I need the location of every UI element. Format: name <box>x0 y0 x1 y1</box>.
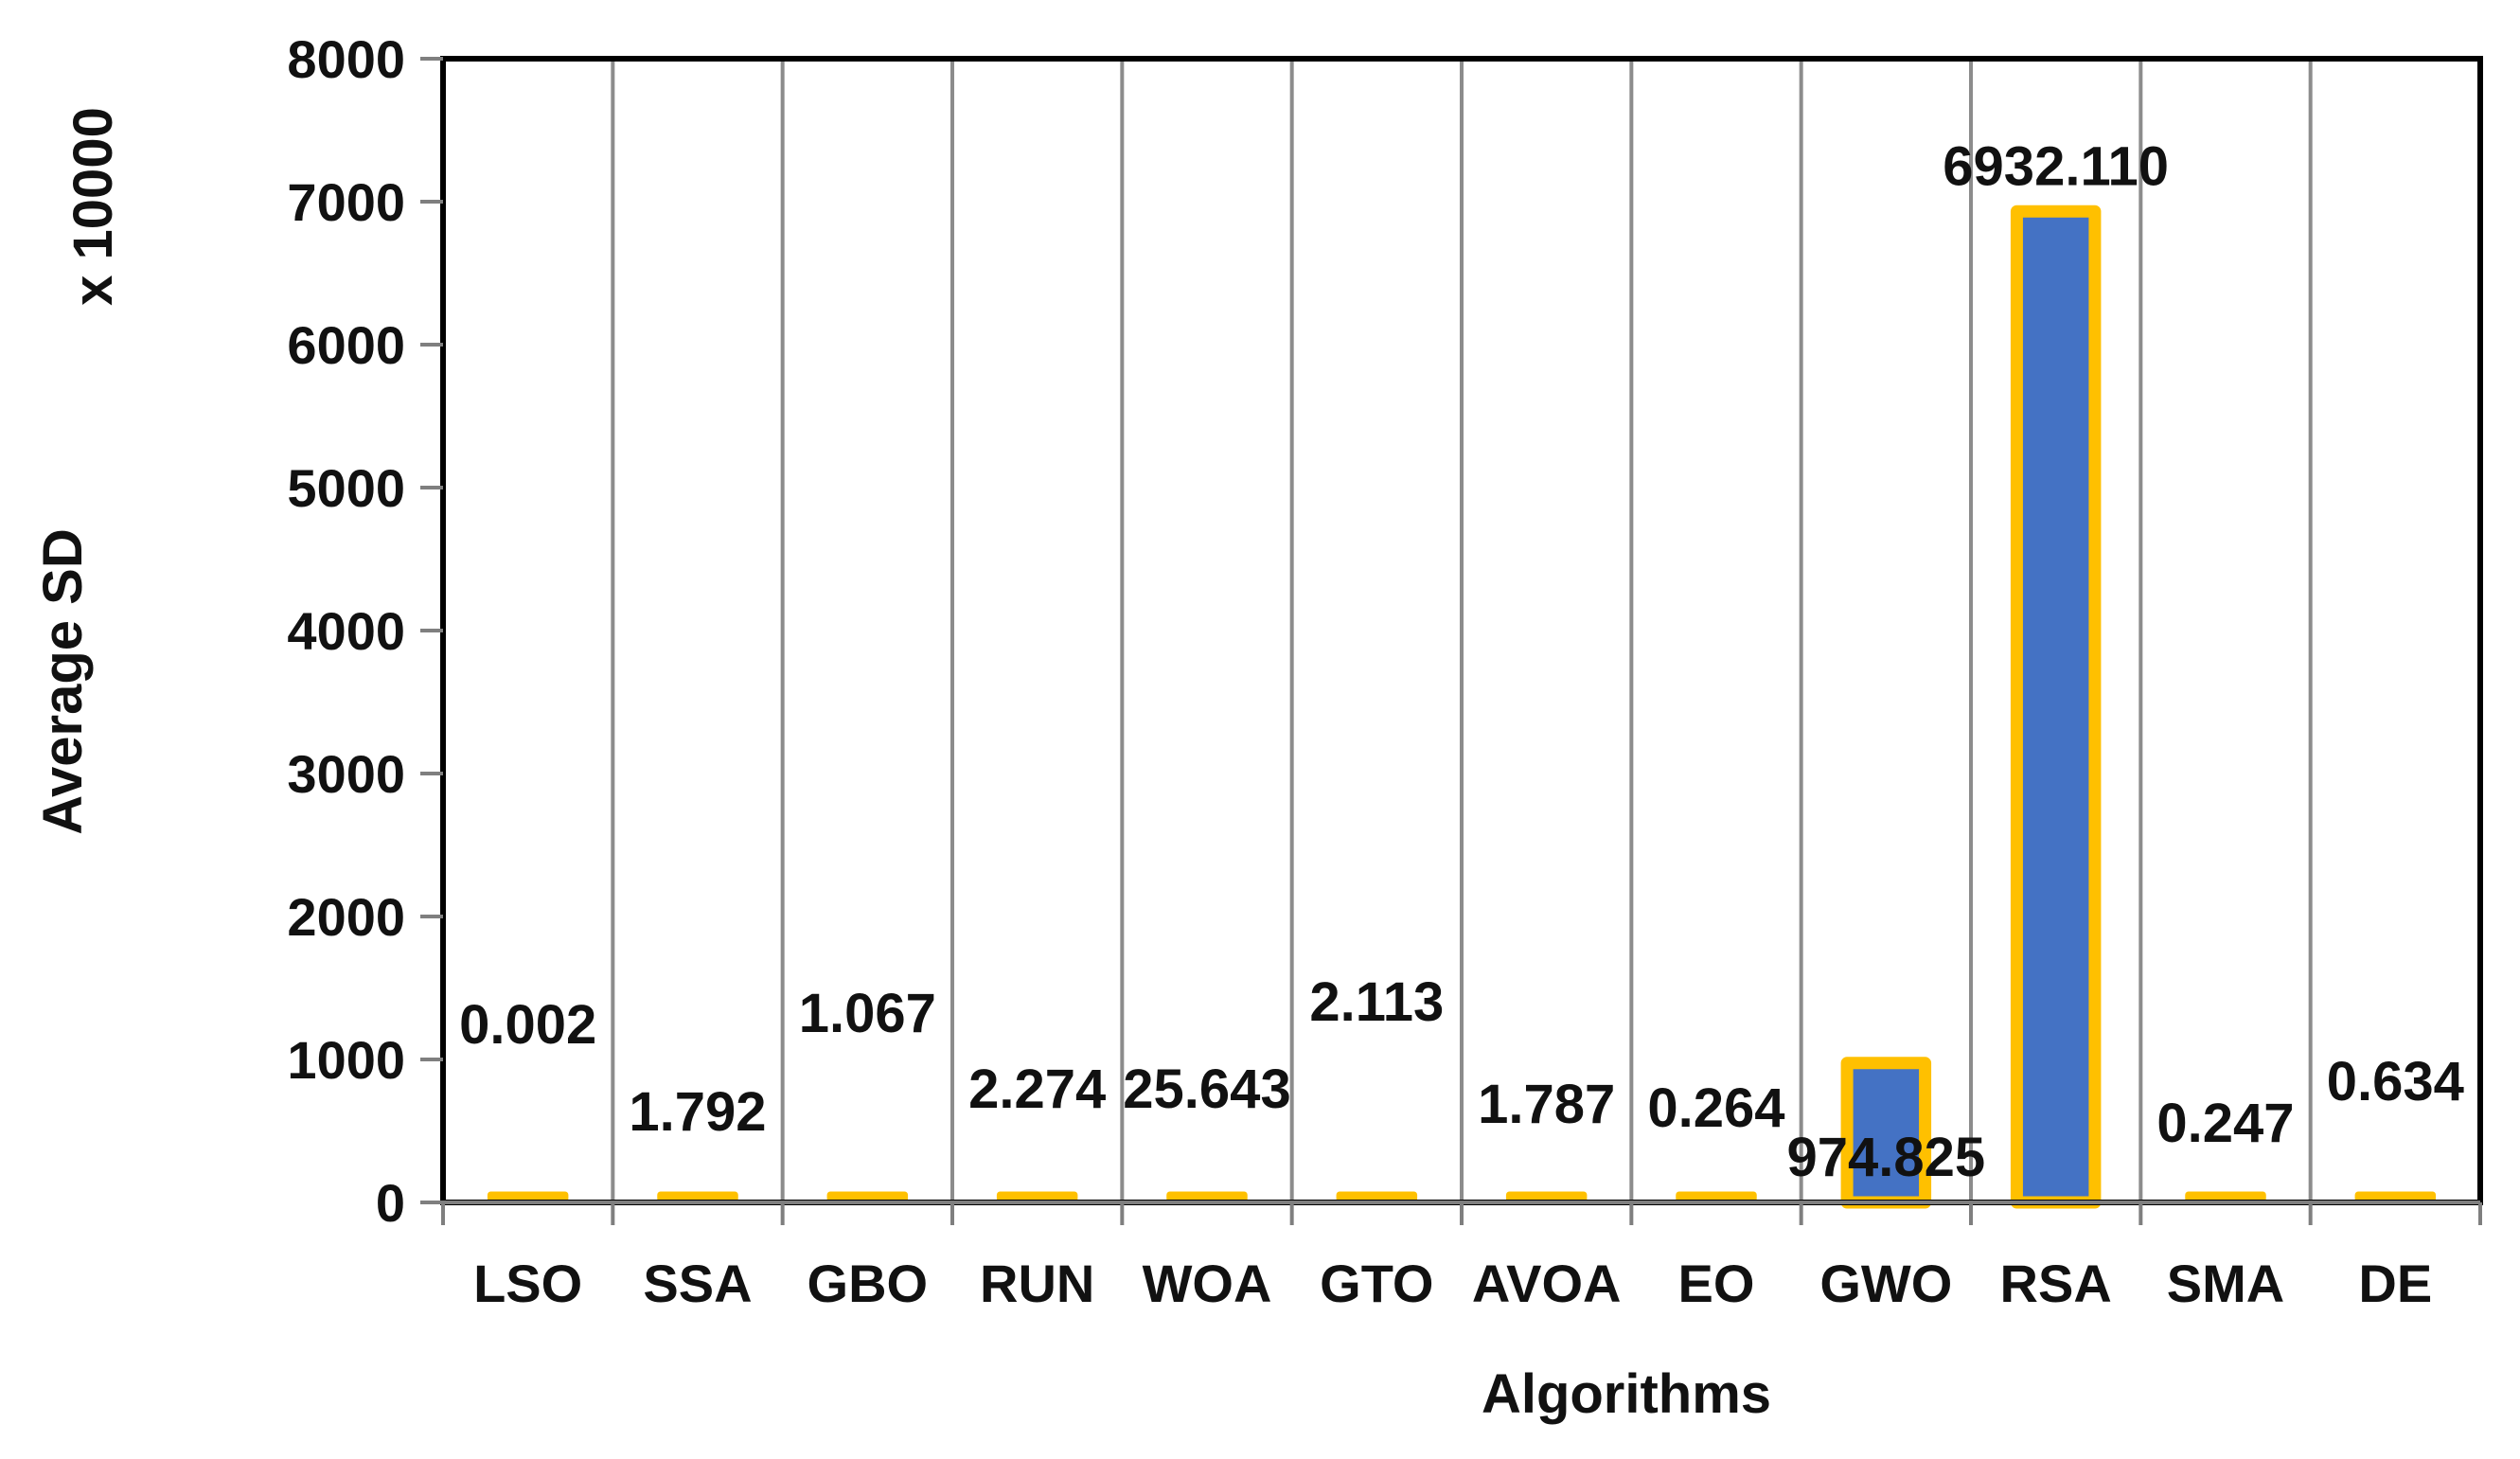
data-label: 2.274 <box>968 1059 1106 1120</box>
x-tick-label: WOA <box>1143 1254 1272 1313</box>
x-tick-label: GBO <box>807 1254 929 1313</box>
bar-lso <box>487 1191 569 1202</box>
y-tick-label: 6000 <box>287 315 405 375</box>
data-label: 2.113 <box>1309 971 1444 1033</box>
bar-sma <box>2185 1191 2266 1202</box>
data-label: 0.264 <box>1647 1077 1784 1139</box>
x-tick-label: LSO <box>473 1254 582 1313</box>
x-axis-tick-labels: LSO SSA GBO RUN WOA GTO AVOA EO GWO RSA SMA DE <box>473 1254 2432 1313</box>
x-tick-label: RSA <box>2000 1254 2112 1313</box>
bar-woa <box>1166 1191 1248 1202</box>
bar-rsa <box>2010 205 2102 1209</box>
vertical-gridlines <box>611 59 2313 1202</box>
data-label: 0.002 <box>459 994 596 1056</box>
x-tick-label: SSA <box>643 1254 752 1313</box>
data-label: 1.792 <box>629 1081 766 1143</box>
bar-de <box>2354 1191 2437 1202</box>
y-tick-label: 7000 <box>287 172 405 232</box>
y-tick-label: 4000 <box>287 601 405 661</box>
x-tick-label: SMA <box>2167 1254 2284 1313</box>
x-tick-label: GTO <box>1320 1254 1433 1313</box>
y-axis-title: Average SD <box>32 528 94 834</box>
y-axis-ticks <box>420 57 443 1204</box>
bar-run <box>996 1191 1078 1202</box>
y-axis-multiplier: x 10000 <box>62 107 124 306</box>
y-axis-tick-labels: 0 1000 2000 3000 4000 5000 6000 7000 8000 <box>287 29 405 1233</box>
y-tick-label: 1000 <box>287 1030 405 1090</box>
data-label: 1.067 <box>799 983 936 1044</box>
y-tick-label: 0 <box>376 1173 405 1233</box>
y-tick-label: 2000 <box>287 887 405 947</box>
bar-ssa <box>657 1191 738 1202</box>
data-label: 1.787 <box>1478 1074 1615 1135</box>
bar-gbo <box>826 1191 909 1202</box>
bar-eo <box>1676 1191 1757 1202</box>
data-label: 6932.110 <box>1943 135 2169 197</box>
data-label: 0.634 <box>2327 1051 2464 1112</box>
x-axis-title: Algorithms <box>1482 1363 1771 1425</box>
y-tick-label: 3000 <box>287 744 405 804</box>
x-tick-label: EO <box>1678 1254 1755 1313</box>
data-label: 25.643 <box>1123 1059 1290 1120</box>
data-label: 974.825 <box>1787 1127 1986 1188</box>
x-axis-ticks <box>441 1202 2482 1225</box>
x-tick-label: AVOA <box>1472 1254 1622 1313</box>
x-tick-label: RUN <box>980 1254 1094 1313</box>
y-tick-label: 8000 <box>287 29 405 89</box>
data-label: 0.247 <box>2156 1093 2294 1154</box>
x-tick-label: GWO <box>1819 1254 1952 1313</box>
x-tick-label: DE <box>2358 1254 2432 1313</box>
data-labels: 0.002 1.792 1.067 2.274 25.643 2.113 1.787 0.26… <box>459 135 2464 1188</box>
bar-avoa <box>1505 1191 1588 1202</box>
y-tick-label: 5000 <box>287 458 405 518</box>
bar-gto <box>1336 1191 1418 1202</box>
